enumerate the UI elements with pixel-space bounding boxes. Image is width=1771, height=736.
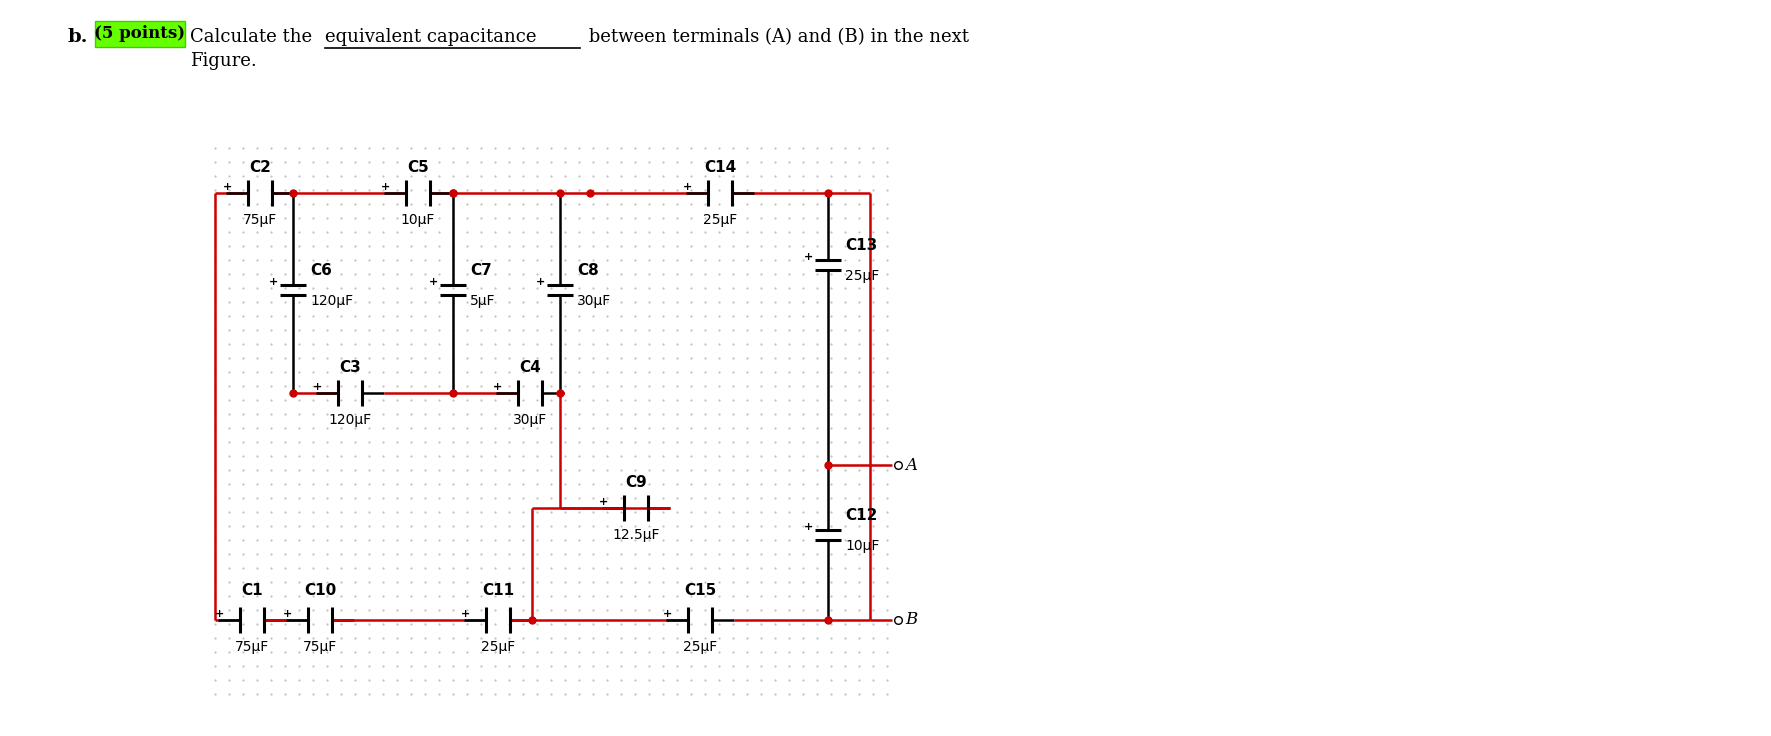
Text: 10μF: 10μF — [400, 213, 436, 227]
Text: +: + — [313, 382, 322, 392]
Text: A: A — [905, 456, 917, 473]
Text: b.: b. — [67, 28, 89, 46]
Text: 120μF: 120μF — [328, 413, 372, 427]
Text: 25μF: 25μF — [703, 213, 737, 227]
Text: C5: C5 — [407, 160, 429, 175]
Text: +: + — [223, 182, 232, 192]
Text: +: + — [684, 182, 692, 192]
Text: C1: C1 — [241, 583, 262, 598]
Text: 25μF: 25μF — [684, 640, 717, 654]
Text: +: + — [804, 252, 813, 262]
Text: Calculate the: Calculate the — [189, 28, 317, 46]
Text: C9: C9 — [625, 475, 646, 490]
Text: +: + — [599, 497, 609, 507]
Text: C7: C7 — [469, 263, 492, 278]
Text: 25μF: 25μF — [845, 269, 878, 283]
Text: Figure.: Figure. — [189, 52, 257, 70]
Text: C4: C4 — [519, 360, 540, 375]
Text: between terminals (A) and (B) in the next: between terminals (A) and (B) in the nex… — [583, 28, 969, 46]
Text: C14: C14 — [703, 160, 737, 175]
Text: C3: C3 — [338, 360, 361, 375]
Text: +: + — [216, 609, 225, 619]
Text: (5 points): (5 points) — [94, 26, 186, 43]
Text: +: + — [429, 277, 439, 287]
Text: C2: C2 — [250, 160, 271, 175]
Text: C8: C8 — [577, 263, 599, 278]
Text: 12.5μF: 12.5μF — [613, 528, 661, 542]
Text: equivalent capacitance: equivalent capacitance — [326, 28, 537, 46]
Text: 25μF: 25μF — [482, 640, 515, 654]
Text: +: + — [381, 182, 391, 192]
Text: C15: C15 — [684, 583, 715, 598]
Text: +: + — [494, 382, 503, 392]
Text: 75μF: 75μF — [303, 640, 336, 654]
Text: B: B — [905, 612, 917, 629]
Text: 30μF: 30μF — [514, 413, 547, 427]
Text: 30μF: 30μF — [577, 294, 611, 308]
Text: C6: C6 — [310, 263, 331, 278]
Text: C11: C11 — [482, 583, 514, 598]
Text: +: + — [283, 609, 292, 619]
FancyBboxPatch shape — [96, 21, 184, 47]
Text: 75μF: 75μF — [236, 640, 269, 654]
Text: C12: C12 — [845, 508, 877, 523]
Text: +: + — [804, 522, 813, 532]
Text: +: + — [269, 277, 278, 287]
Text: C10: C10 — [305, 583, 336, 598]
Text: 5μF: 5μF — [469, 294, 496, 308]
Text: C13: C13 — [845, 238, 877, 253]
Text: 120μF: 120μF — [310, 294, 352, 308]
Text: +: + — [462, 609, 471, 619]
Text: +: + — [664, 609, 673, 619]
Text: 10μF: 10μF — [845, 539, 880, 553]
Text: 75μF: 75μF — [243, 213, 276, 227]
Text: +: + — [537, 277, 545, 287]
